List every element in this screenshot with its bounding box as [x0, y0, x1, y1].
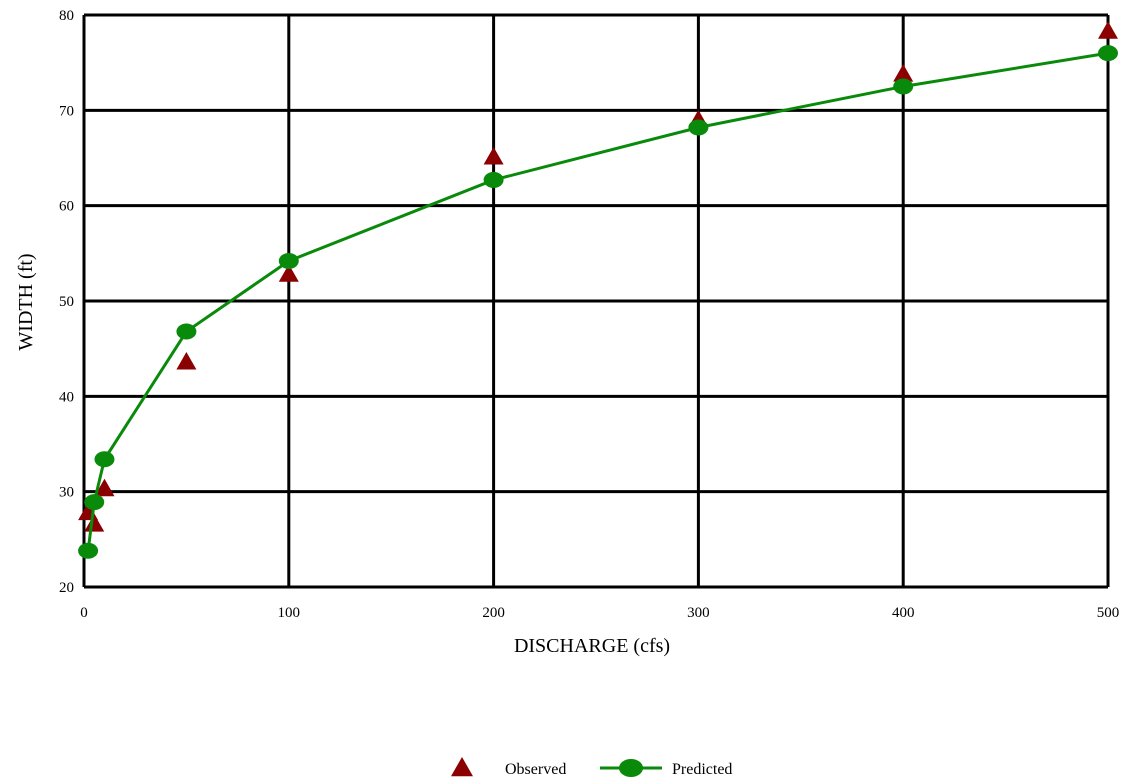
data-point [84, 514, 105, 532]
data-point [1098, 45, 1118, 62]
grid [82, 13, 1110, 589]
data-point [84, 494, 105, 511]
y-axis-title: WIDTH (ft) [15, 253, 37, 350]
legend-predicted-marker [619, 759, 643, 777]
data-point [278, 252, 299, 269]
legend-observed-label: Observed [505, 761, 566, 778]
series-observed [78, 21, 1118, 532]
data-point [893, 78, 914, 95]
y-tick-label: 80 [59, 8, 74, 24]
data-point [176, 352, 197, 370]
data-point [483, 171, 504, 188]
legend-observed-marker [451, 757, 473, 777]
x-tick-label: 0 [80, 605, 88, 621]
legend: Observed Predicted [451, 757, 732, 778]
tick-labels: 0 100 200 300 400 500 20 30 40 50 60 70 80 [59, 8, 1119, 621]
x-tick-label: 500 [1097, 605, 1120, 621]
y-tick-label: 70 [59, 103, 74, 119]
data-point [483, 147, 504, 165]
x-tick-label: 200 [482, 605, 505, 621]
y-tick-label: 50 [59, 294, 74, 310]
data-point [176, 323, 197, 340]
y-tick-label: 40 [59, 389, 74, 405]
data-point [78, 542, 99, 559]
x-tick-label: 300 [687, 605, 710, 621]
data-point [278, 264, 299, 282]
series [78, 21, 1118, 559]
x-tick-label: 400 [892, 605, 915, 621]
y-tick-label: 20 [59, 580, 74, 596]
x-axis-title: DISCHARGE (cfs) [514, 635, 670, 657]
x-tick-label: 100 [278, 605, 301, 621]
legend-predicted-label: Predicted [672, 761, 732, 778]
data-point [94, 478, 115, 497]
data-point [94, 451, 115, 468]
data-point [893, 64, 914, 82]
data-point [1098, 21, 1118, 39]
y-tick-label: 60 [59, 199, 74, 215]
data-point [688, 119, 709, 136]
y-tick-label: 30 [59, 485, 74, 501]
series-predicted [78, 45, 1118, 559]
